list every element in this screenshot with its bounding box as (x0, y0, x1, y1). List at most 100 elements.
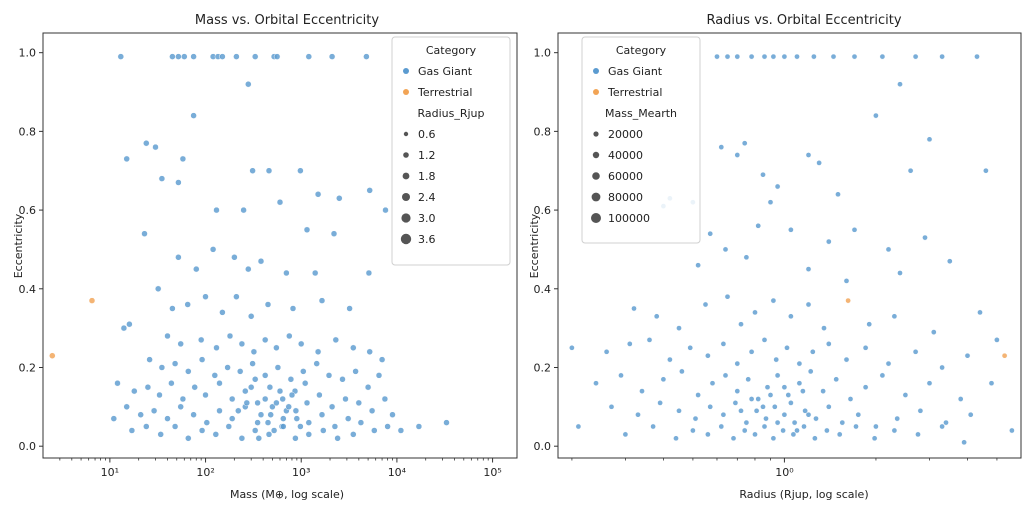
data-point (774, 372, 781, 379)
data-point (270, 427, 278, 434)
data-point (692, 415, 699, 422)
data-point (197, 336, 205, 344)
data-point (800, 388, 806, 394)
data-point (767, 392, 774, 398)
data-point (851, 226, 858, 233)
data-point (443, 419, 450, 426)
data-point (695, 262, 701, 269)
data-point (805, 411, 812, 418)
data-point (732, 400, 739, 406)
data-point (738, 407, 744, 414)
data-point (350, 431, 357, 438)
data-point (722, 372, 729, 379)
data-point (781, 384, 788, 391)
x-axis-label: Mass (M⊕, log scale) (230, 488, 344, 501)
data-point (179, 155, 187, 163)
data-point (292, 435, 299, 442)
data-point (748, 53, 755, 60)
data-point (171, 423, 179, 430)
data-point (724, 293, 731, 300)
data-point (245, 80, 252, 88)
legend-label-gas-giant: Gas Giant (418, 65, 473, 78)
data-point (415, 423, 423, 430)
data-point (334, 435, 341, 442)
data-point (332, 336, 340, 344)
data-point (320, 427, 327, 434)
data-point (247, 383, 255, 391)
data-point (143, 423, 150, 430)
data-point (926, 380, 933, 387)
data-point (177, 403, 184, 411)
data-point (781, 53, 788, 60)
data-point (384, 423, 391, 430)
data-point (646, 337, 653, 343)
series-gas-giant (110, 53, 450, 442)
data-point (763, 415, 769, 422)
data-point (734, 360, 741, 367)
data-point (805, 152, 812, 158)
data-point (922, 234, 928, 241)
data-point (650, 423, 656, 430)
data-point (228, 395, 236, 403)
legend-size-label: 1.8 (418, 170, 436, 183)
data-point (653, 313, 660, 320)
data-point (397, 427, 405, 434)
data-point (774, 419, 781, 426)
data-point (157, 431, 164, 438)
data-point (123, 155, 130, 163)
data-point (961, 439, 967, 446)
data-point (939, 53, 945, 60)
data-point (264, 301, 272, 308)
data-point (300, 368, 307, 375)
legend-title-category: Category (426, 44, 477, 57)
data-point (49, 352, 56, 359)
legend-size-label: 100000 (608, 212, 650, 225)
legend-size-label: 60000 (608, 170, 643, 183)
data-point (219, 53, 226, 60)
data-point (761, 53, 768, 60)
data-point (871, 435, 878, 442)
data-point (784, 344, 790, 351)
data-point (593, 380, 599, 387)
data-point (639, 388, 645, 394)
data-point (198, 356, 206, 363)
data-point (216, 379, 223, 387)
data-point (363, 53, 370, 60)
data-point (185, 368, 192, 375)
data-point (825, 341, 832, 347)
data-point (297, 167, 304, 174)
data-point (143, 139, 150, 147)
data-point (891, 313, 898, 320)
x-axis-label: Radius (Rjup, log scale) (739, 488, 868, 501)
data-point (240, 206, 247, 214)
data-point (855, 411, 862, 418)
data-point (794, 53, 800, 60)
data-point (88, 297, 96, 304)
data-point (635, 411, 641, 418)
data-point (288, 391, 296, 399)
data-point (211, 372, 219, 379)
data-point (179, 395, 187, 403)
data-point (709, 380, 716, 387)
data-point (375, 372, 383, 379)
data-point (825, 403, 832, 410)
data-point (314, 191, 322, 198)
data-point (724, 53, 731, 60)
data-point (283, 269, 290, 277)
legend: Category Gas Giant Terrestrial Radius_Rj… (391, 36, 511, 266)
data-point (879, 53, 886, 60)
data-point (809, 348, 816, 355)
data-point (331, 423, 339, 430)
data-point (764, 384, 771, 391)
legend-marker-terrestrial (403, 89, 409, 95)
data-point (705, 352, 711, 359)
legend-size-label: 2.4 (418, 191, 436, 204)
data-point (743, 254, 750, 261)
data-point (773, 356, 780, 363)
data-point (181, 53, 188, 60)
data-point (164, 415, 171, 422)
data-point (254, 419, 261, 426)
data-point (801, 423, 807, 430)
data-point (912, 53, 919, 60)
